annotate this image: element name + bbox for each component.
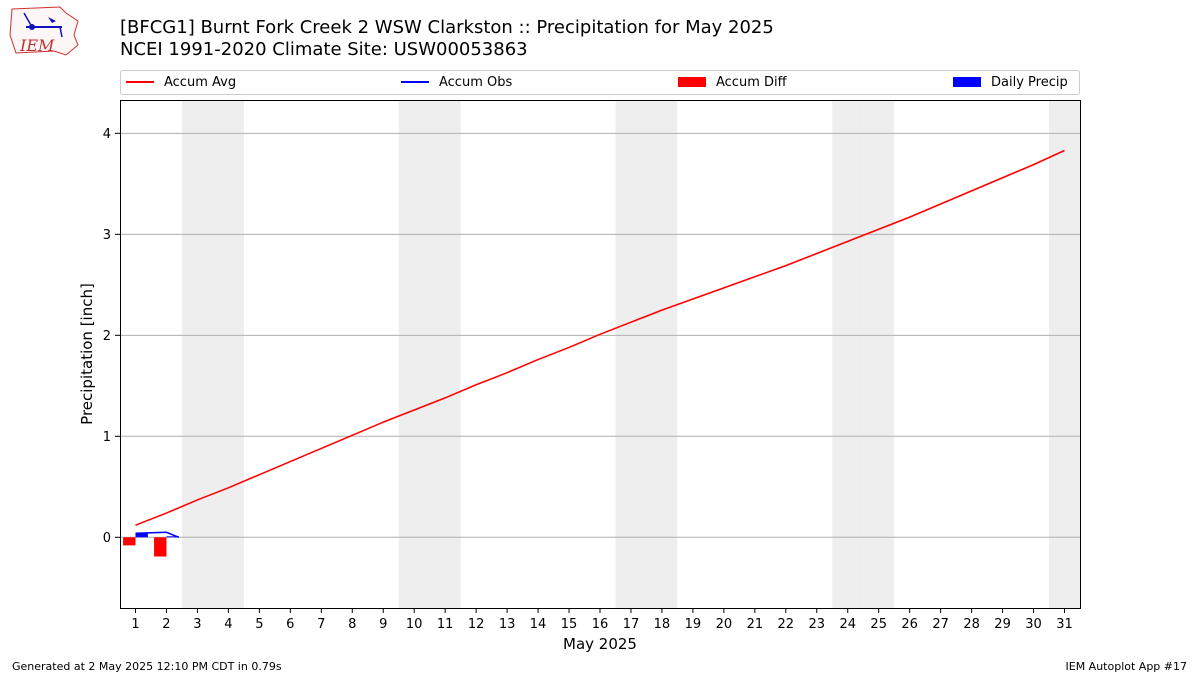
x-tick-label: 17 [623, 617, 640, 632]
chart-subtitle: NCEI 1991-2020 Climate Site: USW00053863 [120, 39, 528, 60]
legend-swatch-accum-diff [678, 77, 706, 87]
x-tick-label: 3 [193, 617, 201, 632]
legend-label-accum-diff: Accum Diff [716, 75, 788, 90]
x-tick-label: 21 [747, 617, 764, 632]
accum-avg-line [135, 149, 1065, 526]
x-tick-label: 27 [932, 617, 949, 632]
chart-title: [BFCG1] Burnt Fork Creek 2 WSW Clarkston… [120, 17, 774, 38]
iem-logo: IEM [9, 6, 79, 56]
x-tick-label: 2 [162, 617, 170, 632]
daily-precip-bar [166, 536, 179, 538]
x-tick-label: 9 [379, 617, 387, 632]
legend-label-accum-avg: Accum Avg [164, 75, 236, 90]
x-tick-label: 7 [317, 617, 325, 632]
y-tick-label: 3 [103, 228, 111, 243]
daily-precip-bar [135, 533, 148, 538]
x-tick-label: 28 [963, 617, 980, 632]
bars [123, 533, 179, 557]
x-tick-label: 14 [530, 617, 547, 632]
x-tick-label: 26 [901, 617, 918, 632]
x-tick-label: 8 [348, 617, 356, 632]
x-tick-label: 10 [406, 617, 423, 632]
lines [135, 149, 1065, 539]
weekend-band [1049, 100, 1080, 608]
x-tick-label: 15 [561, 617, 578, 632]
x-tick-label: 16 [592, 617, 609, 632]
accum-diff-bar [123, 537, 136, 546]
accum-diff-bar [154, 537, 167, 557]
y-gridlines [120, 132, 1080, 538]
x-tick-label: 23 [809, 617, 826, 632]
x-tick-label: 18 [654, 617, 671, 632]
x-tick-label: 12 [468, 617, 485, 632]
legend: Accum Avg Accum Obs Accum Diff Daily Precip [120, 70, 1080, 95]
weekend-band [398, 100, 430, 608]
y-axis-ticks: 0 1 2 3 4 [103, 127, 120, 546]
x-axis-label: May 2025 [563, 635, 637, 653]
x-tick-label: 24 [839, 617, 856, 632]
footer-generated: Generated at 2 May 2025 12:10 PM CDT in … [12, 660, 282, 673]
x-tick-label: 25 [870, 617, 887, 632]
y-tick-label: 1 [103, 430, 111, 445]
weekend-band [646, 100, 678, 608]
weekend-band [863, 100, 895, 608]
plot-frame [120, 100, 1081, 609]
y-tick-label: 2 [103, 329, 111, 344]
x-tick-label: 29 [994, 617, 1011, 632]
x-tick-label: 31 [1056, 617, 1073, 632]
x-tick-label: 4 [224, 617, 232, 632]
x-tick-label: 13 [499, 617, 516, 632]
x-tick-label: 5 [255, 617, 263, 632]
y-tick-label: 0 [103, 531, 111, 546]
weekend-band [212, 100, 244, 608]
legend-label-accum-obs: Accum Obs [439, 75, 512, 90]
x-tick-label: 19 [685, 617, 702, 632]
weekend-band [429, 100, 461, 608]
logo-text: IEM [19, 36, 55, 55]
legend-label-daily-precip: Daily Precip [991, 75, 1068, 90]
x-axis-ticks: 1 2 3 4 5 6 7 8 9 10 11 12 13 14 15 16 17 18 19 20 21 22 23 24 2… [131, 608, 1073, 632]
x-tick-label: 1 [131, 617, 139, 632]
y-tick-label: 4 [103, 127, 111, 142]
x-tick-label: 11 [437, 617, 454, 632]
x-tick-label: 20 [716, 617, 733, 632]
weekend-shading [181, 100, 1080, 608]
x-tick-label: 22 [778, 617, 795, 632]
legend-box [120, 70, 1080, 95]
legend-swatch-daily-precip [953, 77, 981, 87]
weekend-band [832, 100, 864, 608]
x-tick-label: 6 [286, 617, 294, 632]
x-tick-label: 30 [1025, 617, 1042, 632]
weekend-band [181, 100, 213, 608]
weekend-band [615, 100, 647, 608]
y-axis-label: Precipitation [inch] [78, 283, 96, 425]
footer-app: IEM Autoplot App #17 [1065, 660, 1188, 673]
accum-obs-line [135, 531, 180, 539]
